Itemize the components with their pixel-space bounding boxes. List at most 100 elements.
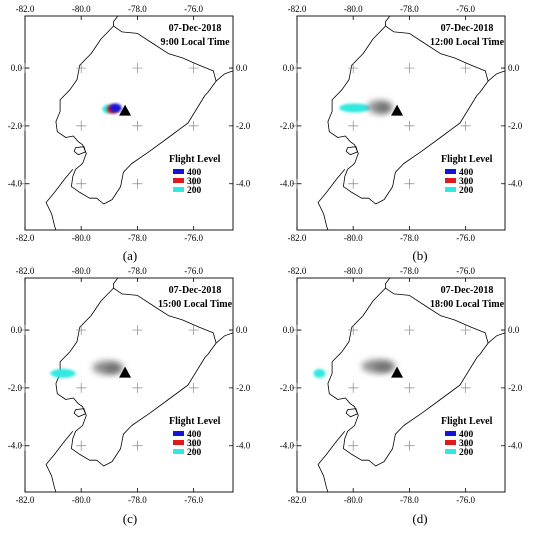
island-outline <box>345 146 358 156</box>
tick-label: 0.0 <box>11 325 23 335</box>
legend-swatch <box>173 187 184 192</box>
legend-swatch <box>445 449 456 454</box>
panel-label: (c) <box>123 511 137 526</box>
grid-cross <box>348 63 359 74</box>
coastline <box>45 169 74 231</box>
tick-label: -2.0 <box>508 121 523 131</box>
grid-cross <box>404 325 415 336</box>
legend-title: Flight Level <box>169 154 221 165</box>
volcano-marker <box>119 366 132 378</box>
legend-title: Flight Level <box>441 416 493 427</box>
tick-label: -76.0 <box>184 233 203 243</box>
grid-cross <box>348 325 359 336</box>
plume-level-200 <box>339 103 371 113</box>
legend-swatch <box>173 169 184 174</box>
tick-label: -4.0 <box>280 441 295 451</box>
grid-cross <box>460 63 471 74</box>
legend-swatch <box>445 169 456 174</box>
grid-cross <box>188 178 199 189</box>
tick-label: -78.0 <box>400 233 419 243</box>
legend-label: 200 <box>459 186 474 196</box>
tick-label: -78.0 <box>128 495 147 505</box>
grid-cross <box>404 178 415 189</box>
grid-cross <box>132 120 143 131</box>
tick-label: -78.0 <box>128 233 147 243</box>
grid-cross <box>404 440 415 451</box>
tick-label: -80.0 <box>72 266 91 276</box>
panel-label: (b) <box>412 248 427 263</box>
date-label: 07-Dec-2018 <box>169 23 222 34</box>
legend-label: 300 <box>459 177 474 187</box>
country-border <box>327 287 489 467</box>
legend-swatch <box>445 178 456 183</box>
country-border <box>215 332 234 344</box>
map-panel: -82.0 -82.0 -80.0 -80.0 -78.0 -78.0 -76.0 -76.0… <box>280 4 523 263</box>
panel-label: (d) <box>412 511 427 526</box>
legend-label: 300 <box>187 177 202 187</box>
time-label: 9:00 Local Time <box>160 37 230 48</box>
grid-cross <box>404 120 415 131</box>
volcano-marker <box>119 104 132 116</box>
country-border <box>327 25 489 205</box>
grid-cross <box>76 178 87 189</box>
tick-label: -78.0 <box>400 266 419 276</box>
map-panel: -82.0 -82.0 -80.0 -80.0 -78.0 -78.0 -76.0 -76.0… <box>8 4 251 263</box>
tick-label: -80.0 <box>344 4 363 14</box>
tick-label: -76.0 <box>184 4 203 14</box>
grid-cross <box>132 325 143 336</box>
tick-label: -76.0 <box>456 4 475 14</box>
grid-cross <box>460 382 471 393</box>
island-outline <box>73 146 86 156</box>
legend-title: Flight Level <box>441 154 493 165</box>
tick-label: -2.0 <box>280 383 295 393</box>
grid-cross <box>188 440 199 451</box>
tick-label: -82.0 <box>16 4 35 14</box>
legend-label: 400 <box>459 430 474 440</box>
tick-label: -82.0 <box>16 266 35 276</box>
tick-label: -82.0 <box>288 233 307 243</box>
legend-swatch <box>173 431 184 436</box>
country-border <box>487 332 506 344</box>
tick-label: -78.0 <box>128 4 147 14</box>
tick-label: 0.0 <box>236 325 248 335</box>
grid-cross <box>76 440 87 451</box>
legend-label: 300 <box>459 439 474 449</box>
volcano-marker <box>391 366 404 378</box>
tick-label: -2.0 <box>8 121 23 131</box>
panel-label: (a) <box>123 248 137 263</box>
tick-label: -4.0 <box>280 179 295 189</box>
tick-label: -82.0 <box>16 233 35 243</box>
grid-cross <box>460 120 471 131</box>
tick-label: -2.0 <box>8 383 23 393</box>
tick-label: -4.0 <box>508 179 523 189</box>
date-label: 07-Dec-2018 <box>441 23 494 34</box>
legend-swatch <box>173 178 184 183</box>
grid-cross <box>188 63 199 74</box>
legend-label: 400 <box>187 430 202 440</box>
ash-plume <box>374 362 393 372</box>
grid-cross <box>348 382 359 393</box>
time-label: 15:00 Local Time <box>158 299 233 310</box>
grid-cross <box>188 382 199 393</box>
tick-label: -76.0 <box>456 495 475 505</box>
coastline <box>317 169 346 231</box>
grid-cross <box>132 178 143 189</box>
tick-label: 0.0 <box>11 63 23 73</box>
tick-label: -76.0 <box>184 266 203 276</box>
coastline <box>385 15 391 27</box>
grid-cross <box>460 325 471 336</box>
legend-swatch <box>173 440 184 445</box>
legend-swatch <box>445 431 456 436</box>
grid-cross <box>76 120 87 131</box>
grid-cross <box>76 325 87 336</box>
grid-cross <box>348 120 359 131</box>
grid-cross <box>132 63 143 74</box>
tick-label: -2.0 <box>236 383 251 393</box>
tick-label: -80.0 <box>72 495 91 505</box>
legend-label: 400 <box>187 168 202 178</box>
plume-level-200 <box>313 368 326 378</box>
volcano-marker <box>391 104 404 116</box>
tick-label: 0.0 <box>283 63 295 73</box>
tick-label: -82.0 <box>288 4 307 14</box>
grid-cross <box>76 63 87 74</box>
